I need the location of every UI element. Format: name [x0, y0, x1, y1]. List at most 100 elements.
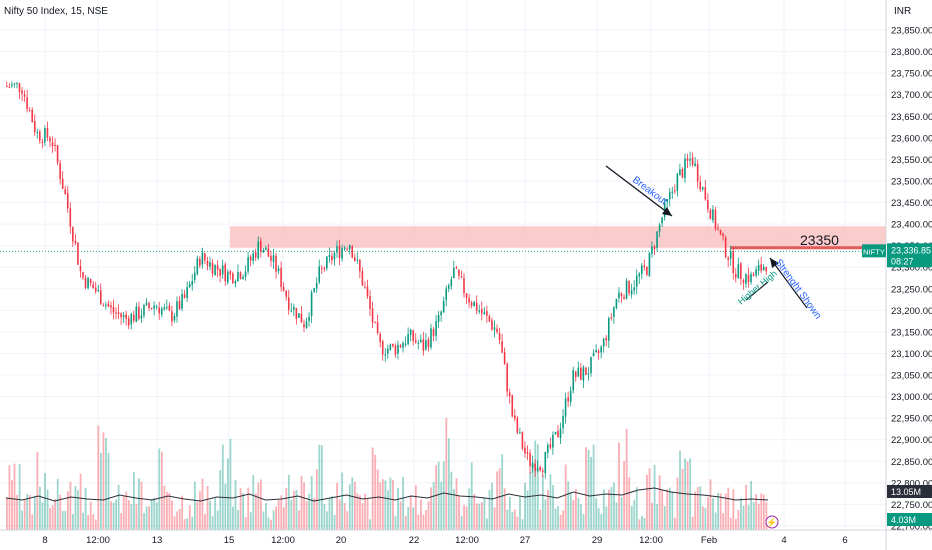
price-tick-label: 23,600.00	[891, 133, 932, 144]
candle-body	[102, 305, 105, 307]
candle-body	[201, 252, 204, 265]
volume-bar	[483, 497, 486, 530]
price-axis[interactable]: 22,700.00 22,750.00 22,800.00 22,850.00 22,9…	[891, 26, 932, 533]
candle-body	[399, 345, 402, 348]
volume-bar	[336, 482, 338, 530]
volume-bar	[125, 491, 128, 530]
candle-body	[475, 302, 478, 311]
candle-body	[613, 307, 615, 318]
candle-body	[51, 142, 54, 147]
candle-body	[587, 373, 590, 375]
candle-body	[308, 316, 310, 322]
candle-body	[554, 431, 557, 435]
candle-body	[328, 255, 331, 257]
volume-bar	[547, 490, 549, 530]
candle-body	[727, 257, 729, 260]
lightning-icon[interactable]: ⚡	[765, 515, 779, 529]
candle-body	[371, 308, 374, 323]
candle-body	[341, 248, 343, 259]
price-tick-label: 23,450.00	[891, 198, 932, 209]
volume-bar	[514, 509, 516, 530]
strength-arrow[interactable]	[769, 257, 808, 309]
volume-bar	[204, 514, 206, 530]
candle-body	[714, 209, 717, 229]
candle-body	[638, 273, 641, 277]
resistance-zone[interactable]	[230, 226, 886, 248]
candle-body	[338, 245, 341, 258]
candle-body	[166, 306, 168, 308]
volume-bar	[686, 461, 689, 530]
candle-body	[323, 268, 326, 270]
volume-bar	[765, 502, 768, 530]
volume-bar	[407, 507, 410, 530]
volume-bar	[36, 451, 39, 530]
volume-bar	[460, 515, 463, 530]
higher-high-line[interactable]	[745, 281, 769, 301]
candle-body	[252, 253, 254, 261]
volume-bar	[709, 479, 712, 530]
candle-body	[757, 264, 760, 271]
price-tick-label: 22,900.00	[891, 435, 932, 446]
volume-bar	[84, 487, 87, 530]
volume-bar	[201, 478, 204, 530]
candle-body	[496, 328, 498, 332]
volume-bar	[671, 491, 674, 530]
volume-bar	[417, 514, 420, 530]
candle-body	[686, 158, 689, 161]
candle-body	[564, 398, 567, 417]
candle-body	[620, 293, 623, 297]
volume-bar	[176, 511, 178, 530]
price-tick-label: 22,700.00	[891, 522, 932, 533]
candle-body	[422, 339, 425, 351]
candle-body	[79, 265, 82, 272]
candle-body	[107, 303, 110, 307]
volume-bar	[59, 494, 62, 530]
volume-bar	[552, 484, 554, 530]
candle-body	[689, 158, 691, 161]
volume-bar	[430, 487, 432, 530]
volume-bar	[427, 501, 430, 530]
time-axis[interactable]: 8 12:00 13 15 12:00 20 22 12:00 27 29 12:00 Feb 4 6	[42, 535, 847, 546]
volume-bar	[717, 492, 719, 530]
volume-bar	[56, 478, 59, 530]
volume-bar	[318, 444, 321, 530]
volume-bar	[18, 464, 21, 530]
candle-body	[592, 352, 595, 357]
volume-bar	[422, 514, 425, 530]
volume-bar	[295, 490, 298, 530]
candle-body	[305, 321, 308, 329]
volume-bar	[155, 502, 158, 530]
candle-body	[722, 233, 724, 237]
volume-bar	[326, 511, 328, 530]
candle-body	[752, 274, 755, 276]
candle-body	[140, 315, 143, 319]
candle-body	[668, 192, 671, 200]
volume-bar	[674, 517, 676, 530]
candle-body	[115, 312, 117, 314]
volume-bar	[117, 484, 120, 530]
candle-body	[285, 290, 287, 297]
volume-bar	[508, 496, 511, 530]
breakout-arrow[interactable]	[605, 165, 673, 217]
volume-bar	[379, 482, 382, 530]
candle-body	[547, 445, 549, 453]
volume-bar	[353, 481, 356, 530]
candle-body	[574, 371, 577, 378]
candle-body	[16, 83, 18, 85]
volume-bar	[635, 487, 638, 530]
volume-bar	[308, 493, 311, 530]
candle-body	[569, 390, 572, 403]
volume-bar	[338, 499, 341, 530]
candle-body	[160, 308, 163, 315]
volume-bar	[183, 519, 186, 530]
current-price-badge[interactable]	[887, 243, 932, 268]
volume-bar	[397, 487, 399, 530]
candle-body	[623, 296, 625, 299]
candle-body	[257, 241, 260, 259]
candle-body	[381, 341, 384, 355]
volume-bar	[453, 489, 455, 530]
volume-bar	[188, 505, 191, 530]
volume-bar	[595, 498, 598, 530]
volume-bar	[488, 490, 491, 530]
